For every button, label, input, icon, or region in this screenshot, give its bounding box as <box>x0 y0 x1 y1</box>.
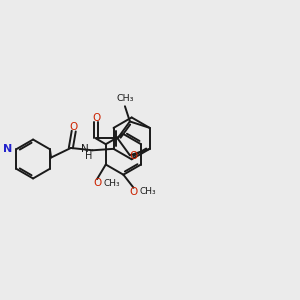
Text: CH₃: CH₃ <box>140 187 157 196</box>
Text: H: H <box>85 151 93 161</box>
Text: CH₃: CH₃ <box>116 94 134 103</box>
Text: CH₃: CH₃ <box>103 178 120 188</box>
Text: N: N <box>3 144 12 154</box>
Text: O: O <box>69 122 78 132</box>
Text: O: O <box>129 187 138 197</box>
Text: O: O <box>93 178 101 188</box>
Text: O: O <box>130 151 138 161</box>
Text: N: N <box>81 144 89 154</box>
Text: O: O <box>93 113 101 123</box>
